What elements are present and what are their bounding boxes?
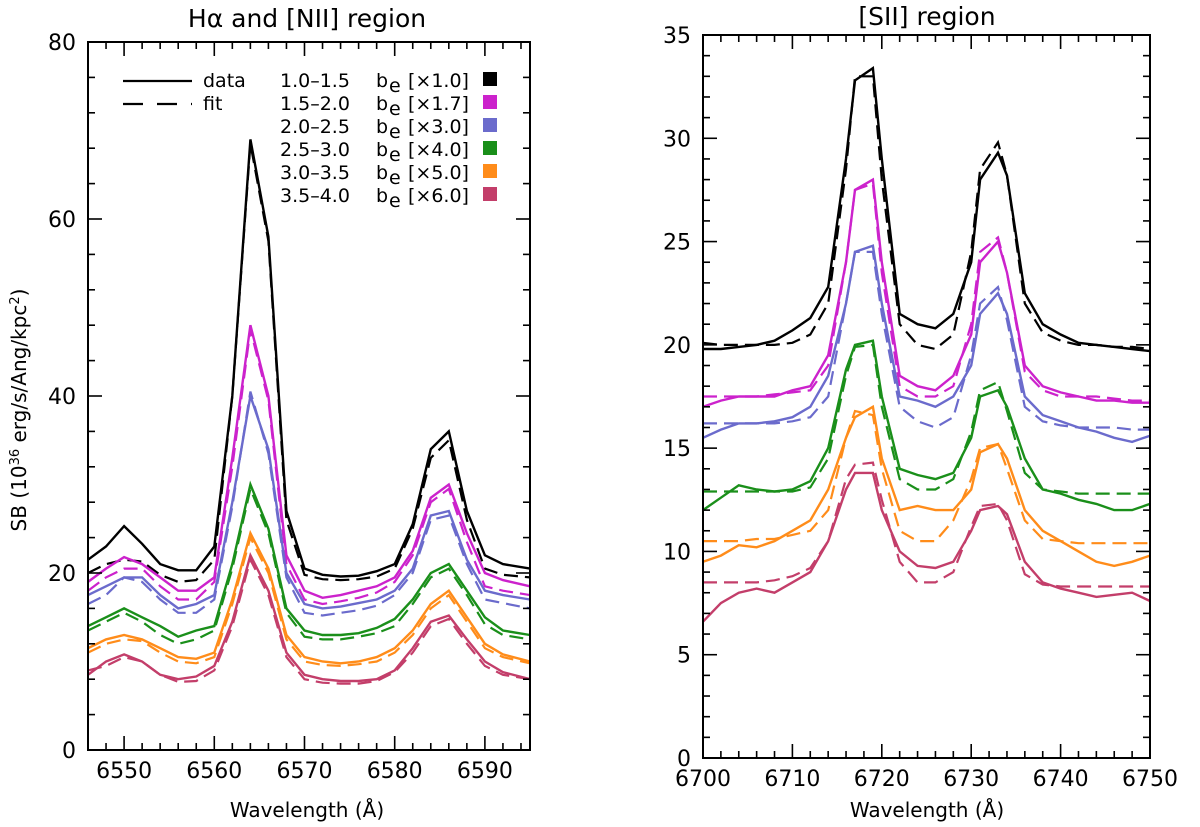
y-tick-label: 20	[663, 334, 691, 359]
y-tick-label: 15	[663, 437, 691, 462]
legend-b: b	[376, 70, 388, 92]
data-line	[702, 177, 1150, 408]
y-tick-label: 60	[48, 208, 76, 233]
plot-frame	[702, 34, 1151, 759]
legend-range: 1.5–2.0	[280, 93, 350, 115]
legend-color-swatch	[483, 72, 497, 86]
y-tick-label: 0	[677, 747, 691, 772]
fit-line	[87, 556, 531, 685]
data-line	[702, 471, 1151, 623]
legend-scale: [×6.0]	[408, 185, 469, 207]
halpha-nii-panel: Hα and [NII] region 6550 6560 6570 6580 6590…	[7, 4, 531, 822]
series-group	[702, 65, 1151, 623]
y-axis-label-part: )	[7, 289, 31, 297]
x-tick-label: 6570	[276, 759, 332, 784]
y-tick-label: 35	[663, 24, 691, 49]
legend-scale: [×1.0]	[408, 70, 469, 92]
data-line	[702, 339, 1151, 512]
data-line	[703, 65, 1151, 353]
sii-panel: [SII] region 6700 6710 6720 6730 6740 6750 0 5 1…	[663, 2, 1178, 822]
x-tick-label: 6750	[1122, 767, 1178, 792]
y-tick-label: 20	[48, 562, 76, 587]
legend-scale: [×3.0]	[408, 116, 469, 138]
legend-style-label: data	[203, 70, 246, 92]
legend-b: b	[376, 162, 388, 184]
y-axis-label-part: 2	[8, 296, 23, 304]
x-tick-label: 6550	[96, 759, 152, 784]
fit-line	[703, 461, 1150, 588]
data-line	[87, 395, 531, 610]
y-axis-label-part: SB (10	[7, 465, 31, 531]
legend-range: 1.0–1.5	[280, 70, 350, 92]
fit-line	[703, 182, 1150, 402]
legend-style-label: fit	[203, 93, 222, 115]
legend-color-swatch	[483, 164, 497, 178]
y-axis-label-part: erg/s/Ang/kpc	[7, 305, 31, 449]
legend-b-subscript: e	[389, 167, 401, 189]
y-tick-label: 0	[62, 739, 76, 764]
legend-scale: [×5.0]	[408, 162, 469, 184]
x-tick-label: 6560	[186, 759, 242, 784]
series-group	[87, 139, 531, 685]
fit-line	[87, 329, 531, 606]
legend-range: 3.5–4.0	[280, 185, 350, 207]
data-line	[87, 529, 531, 665]
x-tick-label: 6740	[1033, 767, 1089, 792]
legend-b-subscript: e	[389, 98, 401, 120]
fit-line	[703, 409, 1150, 545]
x-tick-label: 6700	[675, 767, 731, 792]
axes: 6700 6710 6720 6730 6740 6750 0 5 10 15 20 25 30 35	[663, 24, 1178, 792]
legend-range: 2.5–3.0	[280, 139, 350, 161]
legend-scale: [×4.0]	[408, 139, 469, 161]
data-line	[87, 324, 531, 600]
legend-b: b	[376, 116, 388, 138]
legend-b-subscript: e	[389, 190, 401, 212]
data-line	[702, 404, 1151, 568]
legend-range: 3.0–3.5	[280, 162, 350, 184]
x-tick-label: 6730	[943, 767, 999, 792]
y-tick-label: 10	[663, 540, 691, 565]
y-axis-label: SB (1036 erg/s/Ang/kpc2)	[7, 289, 31, 532]
x-tick-label: 6710	[764, 767, 820, 792]
fit-line	[87, 534, 531, 668]
x-axis-label: Wavelength (Å)	[230, 798, 384, 822]
fit-line	[703, 250, 1150, 431]
legend-color-swatch	[483, 95, 497, 109]
legend-b: b	[376, 139, 388, 161]
y-tick-label: 25	[663, 231, 691, 256]
fit-line	[702, 75, 1151, 351]
fit-line	[87, 485, 531, 645]
y-tick-label: 80	[48, 31, 76, 56]
panel-title: Hα and [NII] region	[188, 4, 426, 33]
data-line	[87, 480, 531, 639]
legend-range: 2.0–2.5	[280, 116, 350, 138]
y-tick-label: 40	[48, 385, 76, 410]
legend-scale: [×1.7]	[408, 93, 469, 115]
legend-color-swatch	[483, 141, 497, 155]
data-line	[702, 244, 1151, 444]
data-line	[87, 551, 531, 683]
legend-b-subscript: e	[389, 121, 401, 143]
legend-b-subscript: e	[389, 75, 401, 97]
panel-title: [SII] region	[858, 2, 995, 31]
legend-color-swatch	[483, 118, 497, 132]
fit-line	[87, 391, 531, 617]
x-tick-label: 6580	[367, 759, 423, 784]
y-tick-label: 30	[663, 127, 691, 152]
y-tick-label: 5	[677, 644, 691, 669]
axes: 6550 6560 6570 6580 6590 0 20 40 60 80	[48, 31, 531, 784]
legend-b-subscript: e	[389, 144, 401, 166]
x-tick-label: 6590	[457, 759, 513, 784]
legend-b: b	[376, 185, 388, 207]
x-tick-label: 6720	[854, 767, 910, 792]
y-axis-label-part: 36	[8, 449, 23, 466]
fit-line	[703, 343, 1150, 495]
x-axis-label: Wavelength (Å)	[850, 798, 1004, 822]
data-line	[87, 139, 531, 578]
fit-line	[87, 143, 531, 584]
legend-b: b	[376, 93, 388, 115]
legend-color-swatch	[483, 187, 497, 201]
